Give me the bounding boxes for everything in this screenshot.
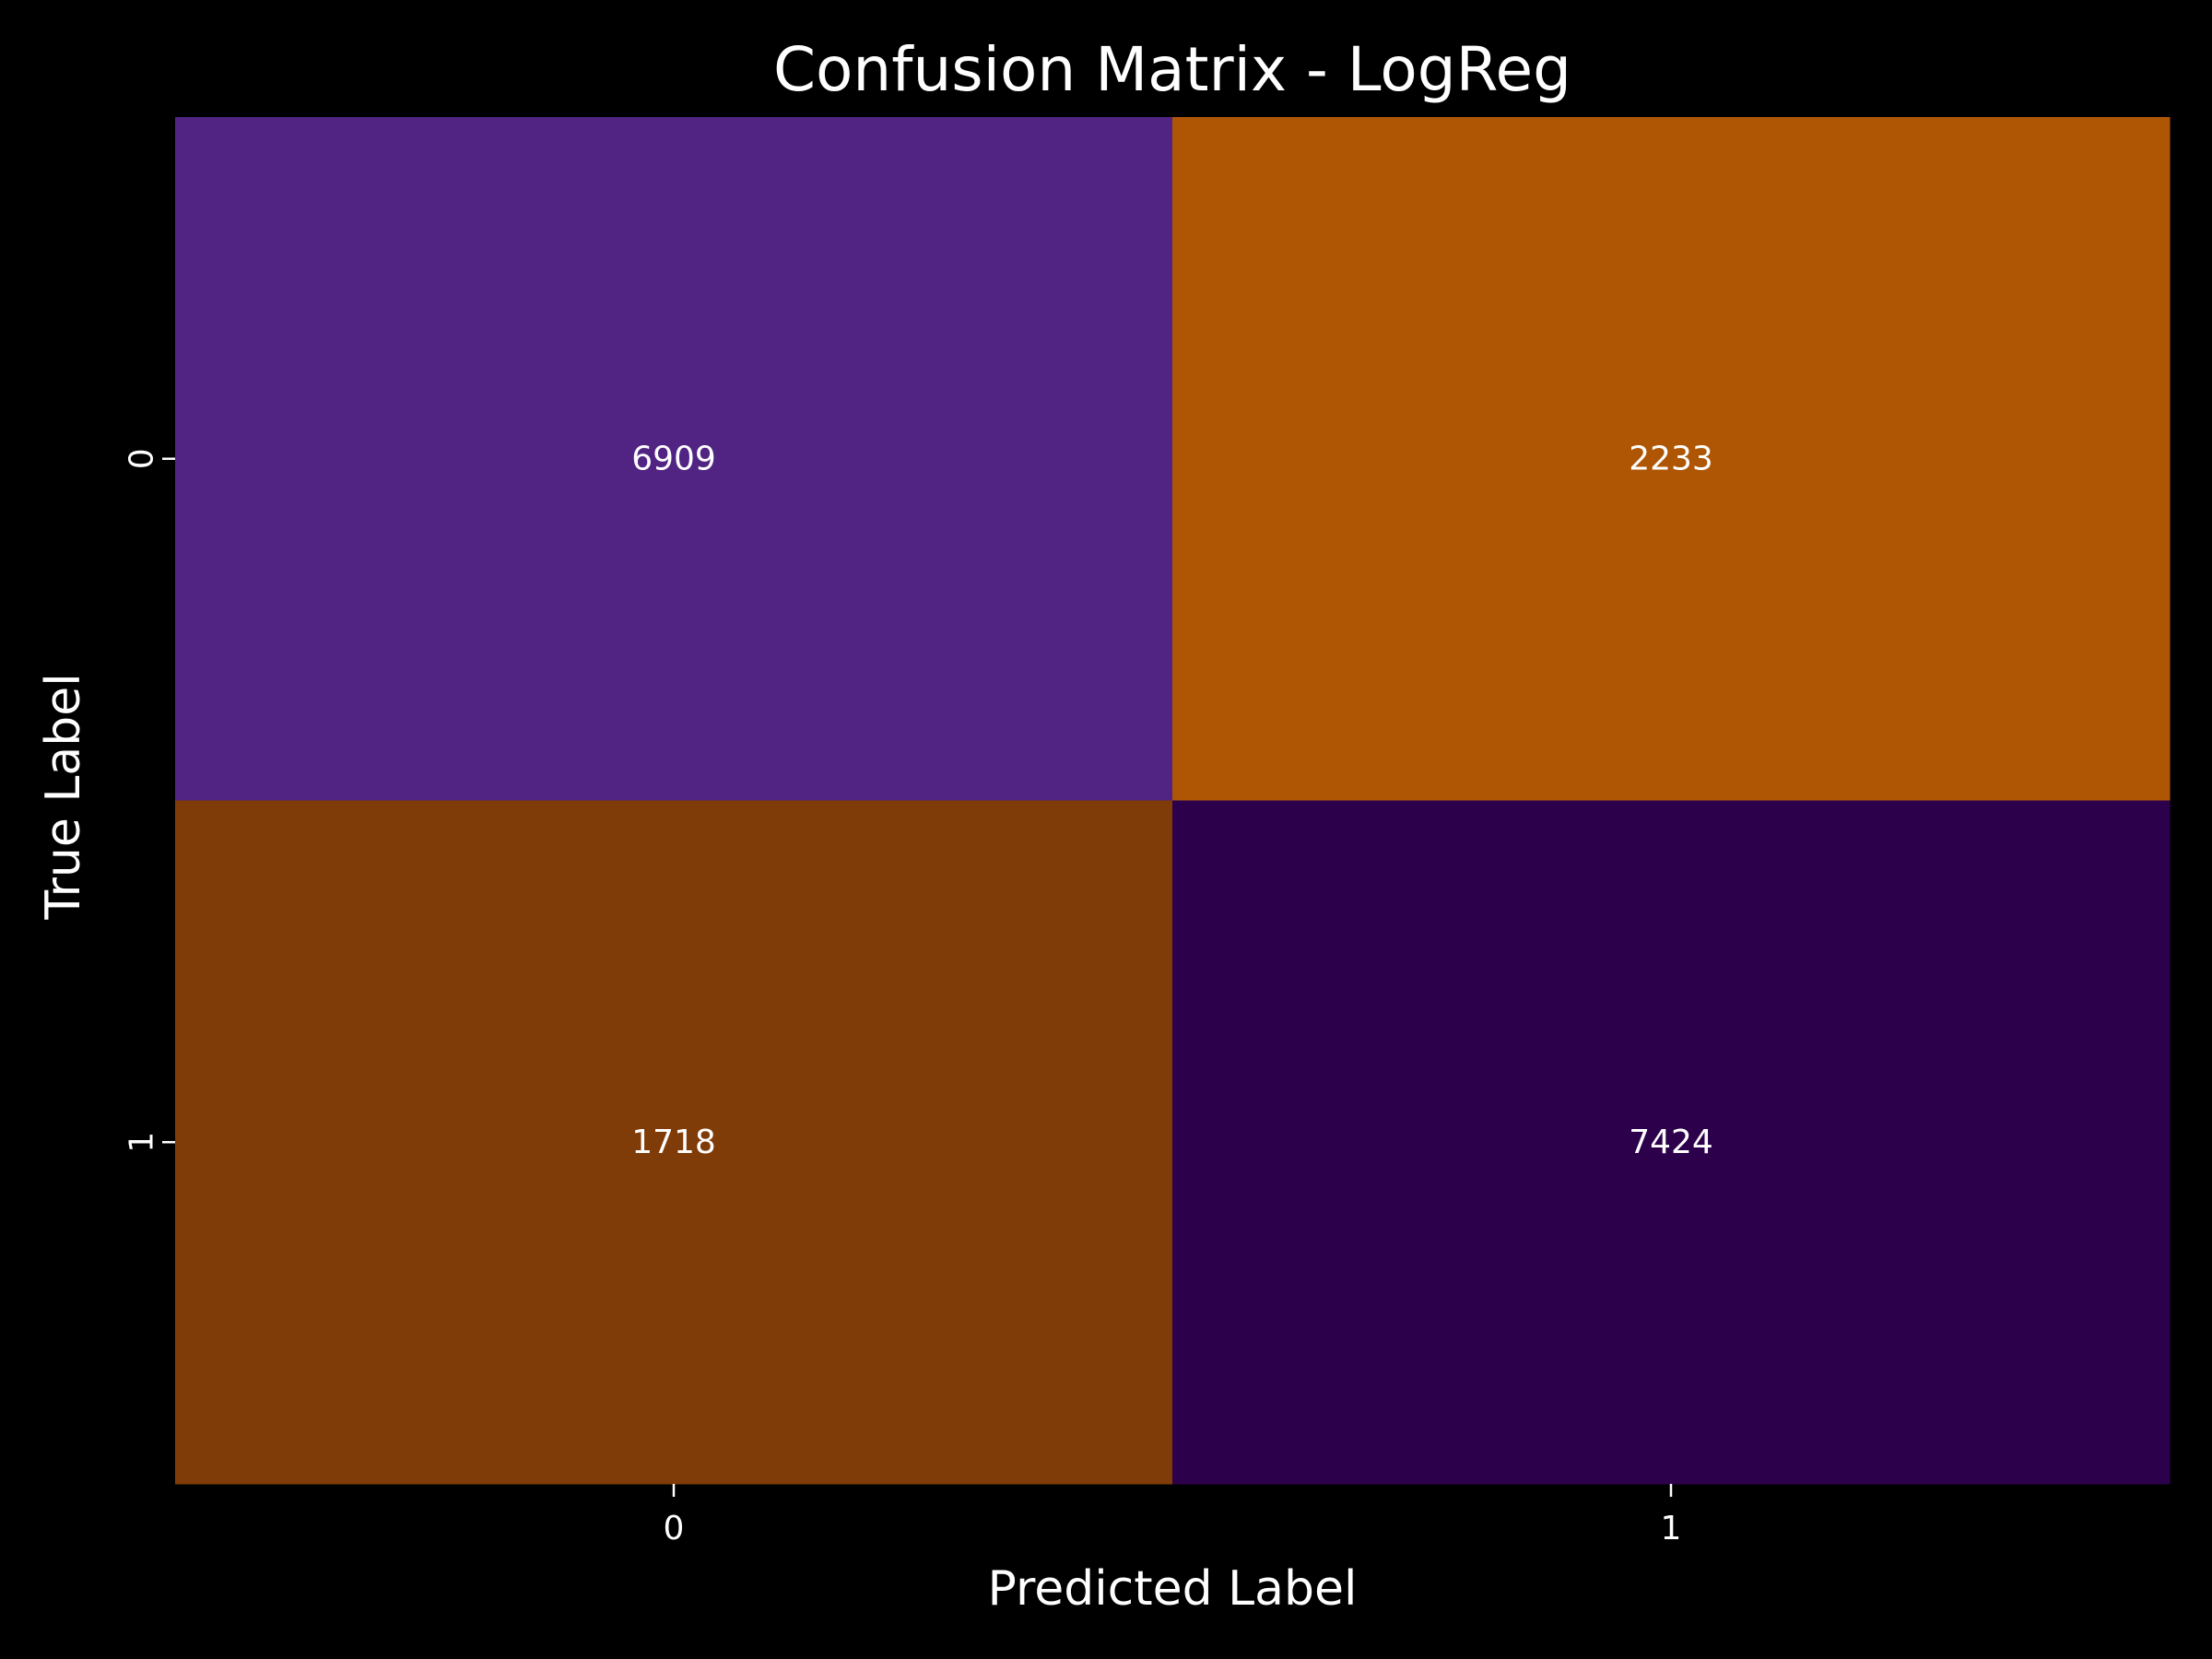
cell-value-labels: 6909 2233 1718 7424 <box>631 440 1713 1161</box>
cell-value-1-0: 1718 <box>631 1124 716 1161</box>
y-axis-ticks: 01 <box>124 448 175 1153</box>
heatmap-cells <box>175 117 2171 1485</box>
heatmap-cell-1-0 <box>175 800 1173 1485</box>
y-tick-label-1: 1 <box>124 1132 161 1153</box>
y-axis-label: True Label <box>36 673 91 920</box>
heatmap-cell-0-1 <box>1172 117 2171 801</box>
x-tick-label-1: 1 <box>1661 1510 1682 1547</box>
cell-value-0-0: 6909 <box>631 440 716 477</box>
chart-title: Confusion Matrix - LogReg <box>773 34 1571 105</box>
heatmap-cell-0-0 <box>175 117 1173 801</box>
y-tick-label-0: 0 <box>124 448 161 469</box>
x-tick-label-0: 0 <box>664 1510 685 1547</box>
cell-value-0-1: 2233 <box>1629 440 1713 477</box>
x-axis-label: Predicted Label <box>988 1561 1358 1617</box>
cell-value-1-1: 7424 <box>1629 1124 1713 1161</box>
heatmap-cell-1-1 <box>1172 800 2171 1485</box>
